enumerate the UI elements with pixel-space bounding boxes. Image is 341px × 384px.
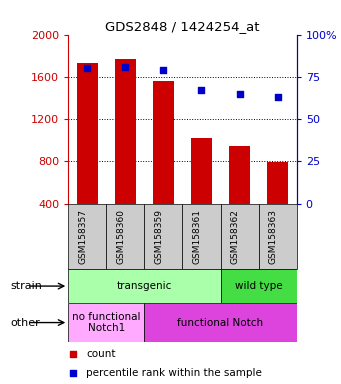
Bar — [191, 138, 212, 204]
Text: functional Notch: functional Notch — [177, 318, 264, 328]
Title: GDS2848 / 1424254_at: GDS2848 / 1424254_at — [105, 20, 260, 33]
Bar — [182, 204, 221, 269]
Bar — [153, 81, 174, 204]
Bar — [68, 303, 144, 342]
Bar — [229, 147, 250, 204]
Bar — [144, 303, 297, 342]
Text: other: other — [10, 318, 40, 328]
Point — [237, 91, 242, 97]
Text: GSM158359: GSM158359 — [154, 209, 163, 264]
Text: strain: strain — [10, 281, 42, 291]
Text: percentile rank within the sample: percentile rank within the sample — [87, 368, 262, 378]
Text: GSM158357: GSM158357 — [78, 209, 87, 264]
Bar — [77, 63, 98, 204]
Bar — [115, 59, 136, 204]
Text: transgenic: transgenic — [117, 281, 172, 291]
Text: wild type: wild type — [235, 281, 282, 291]
Text: GSM158361: GSM158361 — [192, 209, 202, 264]
Bar — [144, 204, 182, 269]
Text: GSM158363: GSM158363 — [269, 209, 278, 264]
Point — [70, 370, 75, 376]
Bar — [221, 269, 297, 303]
Text: GSM158360: GSM158360 — [116, 209, 125, 264]
Point — [123, 64, 128, 70]
Point — [161, 67, 166, 73]
Bar — [68, 204, 106, 269]
Point — [85, 65, 90, 71]
Text: no functional
Notch1: no functional Notch1 — [72, 312, 140, 333]
Text: count: count — [87, 349, 116, 359]
Point — [199, 87, 204, 93]
Bar — [267, 162, 288, 204]
Text: GSM158362: GSM158362 — [231, 209, 239, 264]
Bar — [68, 269, 221, 303]
Point — [70, 351, 75, 357]
Bar — [221, 204, 258, 269]
Point — [275, 94, 280, 100]
Bar — [258, 204, 297, 269]
Bar — [106, 204, 144, 269]
